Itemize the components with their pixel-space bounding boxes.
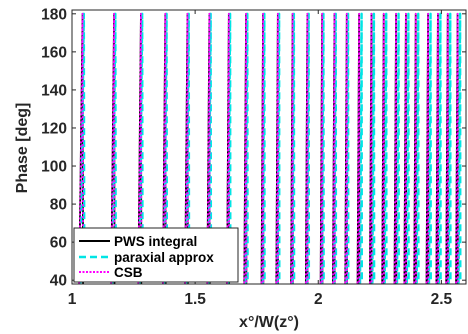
y-tick-label: 80 <box>50 197 67 214</box>
series-segment <box>163 12 169 284</box>
series-segment <box>415 12 420 284</box>
series-segment <box>291 12 296 284</box>
series-segment <box>243 12 248 284</box>
y-tick-label: 100 <box>41 159 67 176</box>
series-segment <box>276 12 281 284</box>
series-segment <box>437 12 442 284</box>
series-segment <box>207 12 213 284</box>
series-segment <box>344 12 348 284</box>
legend-label: PWS integral <box>114 234 197 249</box>
series-paraxial-approx <box>79 12 462 284</box>
series-segment <box>445 12 449 284</box>
series-segment <box>275 12 279 284</box>
x-axis-label: x°/W(z°) <box>239 314 299 331</box>
y-tick-layer: 40 60 80 100 120 140 160 180 <box>41 6 466 290</box>
legend-label: paraxial approx <box>114 250 214 265</box>
series-segment <box>427 12 432 284</box>
series-segment <box>111 12 117 284</box>
series-segment <box>455 12 459 284</box>
series-segment <box>304 12 309 284</box>
series-segment <box>110 12 116 284</box>
series-segment <box>137 12 143 284</box>
series-segment <box>358 12 364 284</box>
x-tick-label: 2 <box>314 291 323 308</box>
series-segment <box>227 12 232 284</box>
series-segment <box>395 12 400 284</box>
series-segment <box>371 12 376 284</box>
y-axis-label: Phase [deg] <box>14 103 31 194</box>
series-segment <box>425 12 430 284</box>
axes-frame <box>71 9 467 285</box>
x-tick-layer: 1 1.5 2 2.5 <box>68 10 453 308</box>
series-segment <box>305 12 311 284</box>
y-tick-label: 160 <box>41 44 67 61</box>
y-tick-label: 180 <box>41 6 67 23</box>
series-segment <box>393 12 398 284</box>
series-segment <box>356 12 361 284</box>
series-segment <box>290 12 294 284</box>
series-segment <box>332 12 336 284</box>
series-segment <box>320 12 325 284</box>
legend-label: CSB <box>114 265 143 280</box>
series-segment <box>260 12 265 284</box>
series-segment <box>383 12 388 284</box>
series-segment <box>206 12 211 284</box>
y-tick-label: 120 <box>41 120 67 137</box>
series-segment <box>403 12 408 284</box>
y-tick-label: 140 <box>41 82 67 99</box>
x-tick-label: 1.5 <box>184 291 206 308</box>
y-tick-label: 60 <box>50 235 67 252</box>
series-csb <box>78 12 459 284</box>
series-segment <box>405 12 410 284</box>
series-segment <box>368 12 373 284</box>
series-segment <box>435 12 440 284</box>
series-segment <box>184 12 189 284</box>
series-segment <box>79 12 86 284</box>
series-segment <box>185 12 191 284</box>
series-segment <box>457 12 462 284</box>
series-segment <box>319 12 324 284</box>
series-segment <box>332 12 338 284</box>
series-segment <box>226 12 231 284</box>
series-segment <box>138 12 144 284</box>
series-segment <box>244 12 249 284</box>
series-segment <box>413 12 417 284</box>
series-segment <box>447 12 452 284</box>
series-segment <box>261 12 266 284</box>
series-segment <box>345 12 350 284</box>
y-tick-label: 40 <box>50 273 67 290</box>
series-segment <box>78 12 84 284</box>
series-layer <box>78 12 462 284</box>
x-tick-label: 2.5 <box>431 291 453 308</box>
series-segment <box>162 12 167 284</box>
series-segment <box>381 12 385 284</box>
x-tick-label: 1 <box>68 291 77 308</box>
